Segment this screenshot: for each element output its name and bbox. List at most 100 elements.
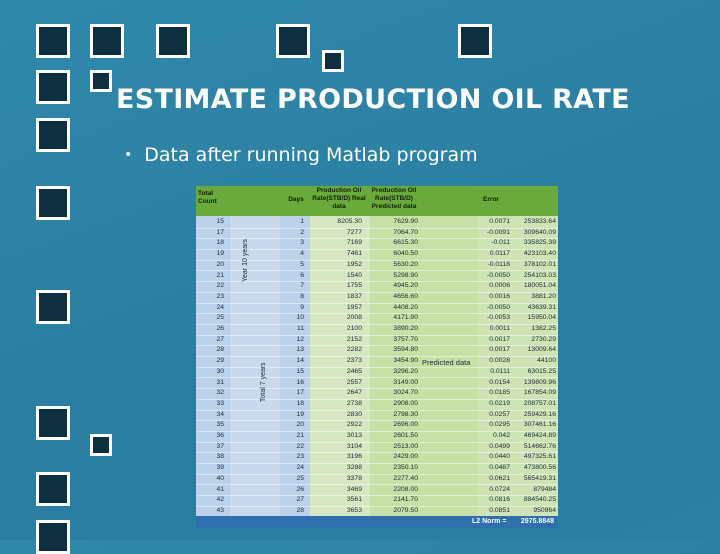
table-cell-real: 7461 bbox=[346, 250, 362, 258]
table-row: 25 10 2008 4171.90 -0.0053 15950.04 bbox=[196, 313, 558, 325]
table-cell-sq: 565419.31 bbox=[523, 474, 556, 482]
table-cell-pred: 2513.00 bbox=[393, 442, 418, 450]
table-cell-day: 5 bbox=[300, 260, 304, 268]
table-cell-day: 17 bbox=[296, 389, 304, 397]
table-cell-sq: 2730.29 bbox=[531, 335, 556, 343]
table-cell-day: 8 bbox=[300, 292, 304, 300]
decor-square bbox=[36, 520, 70, 554]
table-cell-day: 6 bbox=[300, 271, 304, 279]
table-header: Total Count Days Production Oil Rate(STB… bbox=[196, 186, 558, 216]
table-cell-err: 0.0440 bbox=[489, 453, 510, 461]
table-cell-err: 0.0185 bbox=[489, 389, 510, 397]
table-cell-count: 19 bbox=[216, 250, 224, 258]
table-cell-pred: 2277.40 bbox=[393, 474, 418, 482]
table-cell-real: 3653 bbox=[346, 506, 362, 514]
table-cell-real: 2152 bbox=[346, 335, 362, 343]
table-row: 39 24 3288 2350.10 0.0487 473800.56 bbox=[196, 463, 558, 475]
table-cell-real: 7169 bbox=[346, 239, 362, 247]
data-table-image: Total Count Days Production Oil Rate(STB… bbox=[196, 186, 558, 528]
decor-square bbox=[36, 186, 70, 220]
table-row: 33 18 2738 2908.00 0.0219 208757.01 bbox=[196, 399, 558, 411]
column-bg-days bbox=[280, 216, 310, 516]
table-cell-err: 0.0487 bbox=[489, 464, 510, 472]
table-cell-sq: 208757.01 bbox=[523, 399, 556, 407]
bullet-dot-icon: • bbox=[124, 147, 133, 163]
table-row: 18 3 7169 6615.30 -0.011 335825.39 bbox=[196, 238, 558, 251]
table-footer: L2 Norm = 2975.8848 bbox=[196, 516, 558, 528]
table-cell-pred: 3594.80 bbox=[393, 346, 418, 354]
table-cell-err: -0.011 bbox=[491, 239, 510, 247]
table-cell-day: 20 bbox=[296, 421, 304, 429]
table-cell-err: 0.0851 bbox=[489, 506, 510, 514]
table-cell-day: 7 bbox=[300, 282, 304, 290]
column-bg-group bbox=[230, 216, 280, 516]
table-cell-count: 40 bbox=[216, 474, 224, 482]
table-cell-pred: 3757.70 bbox=[393, 335, 418, 343]
table-row: 23 8 1837 4656.60 0.0016 3881.20 bbox=[196, 292, 558, 304]
table-cell-real: 2557 bbox=[346, 378, 362, 386]
table-cell-day: 11 bbox=[296, 325, 304, 332]
table-cell-real: 2922 bbox=[346, 421, 362, 429]
table-row: 19 4 7461 6040.50 0.0117 423103.40 bbox=[196, 249, 558, 261]
table-cell-pred: 3890.20 bbox=[393, 325, 418, 332]
table-cell-count: 27 bbox=[216, 335, 224, 343]
table-cell-pred: 2601.50 bbox=[393, 432, 418, 439]
table-cell-count: 17 bbox=[216, 228, 224, 236]
table-cell-count: 35 bbox=[216, 421, 224, 429]
table-cell-real: 8205.30 bbox=[337, 218, 362, 225]
table-row: 35 20 2922 2696.00 0.0295 307461.16 bbox=[196, 420, 558, 432]
decor-square bbox=[322, 50, 344, 72]
table-row: 22 7 1755 4945.20 0.0006 180051.04 bbox=[196, 281, 558, 293]
table-cell-day: 21 bbox=[296, 432, 304, 439]
table-cell-real: 7277 bbox=[346, 228, 362, 236]
table-cell-real: 1540 bbox=[346, 271, 362, 279]
bullet-text: Data after running Matlab program bbox=[144, 144, 478, 166]
table-cell-real: 2373 bbox=[346, 357, 362, 365]
table-cell-count: 37 bbox=[216, 442, 224, 450]
table-cell-err: 0.0816 bbox=[489, 496, 510, 504]
group-label-2: Total 7 years bbox=[260, 362, 267, 402]
table-row: 15 1 8205.30 7629.90 0.0071 253833.64 bbox=[196, 217, 558, 229]
table-cell-sq: 254103.03 bbox=[523, 271, 556, 279]
decor-square bbox=[36, 118, 70, 152]
decor-square bbox=[36, 70, 70, 104]
table-cell-err: 0.0117 bbox=[489, 250, 510, 258]
table-cell-sq: 15950.04 bbox=[527, 314, 556, 322]
table-cell-pred: 2079.50 bbox=[393, 506, 418, 514]
table-cell-count: 38 bbox=[216, 453, 224, 461]
bullet-item: • Data after running Matlab program bbox=[124, 144, 478, 166]
table-cell-real: 3378 bbox=[346, 474, 362, 482]
decor-square bbox=[36, 24, 70, 58]
table-cell-err: -0.0050 bbox=[486, 303, 510, 311]
table-cell-day: 3 bbox=[300, 239, 304, 247]
table-cell-count: 34 bbox=[216, 410, 224, 418]
table-cell-sq: 469424.89 bbox=[523, 432, 556, 439]
table-cell-pred: 3454.90 bbox=[393, 357, 418, 365]
table-cell-sq: 259429.16 bbox=[523, 410, 556, 418]
table-cell-err: 0.0006 bbox=[489, 282, 510, 290]
table-cell-err: 0.0071 bbox=[489, 218, 510, 225]
table-cell-count: 25 bbox=[216, 314, 224, 322]
table-cell-err: -0.0053 bbox=[486, 314, 510, 322]
decor-square bbox=[276, 24, 310, 58]
table-cell-count: 33 bbox=[216, 399, 224, 407]
table-cell-sq: 378102.01 bbox=[523, 260, 556, 268]
column-bg-pred bbox=[370, 216, 478, 516]
table-cell-sq: 1382.25 bbox=[531, 325, 556, 332]
table-row: 24 9 1957 4408.20 -0.0050 43639.31 bbox=[196, 303, 558, 315]
table-cell-real: 2647 bbox=[346, 389, 362, 397]
header-prod-real: Production Oil Rate(STB/D) Real data bbox=[312, 187, 366, 210]
table-row: 41 26 3469 2208.00 0.0724 879484 bbox=[196, 485, 558, 497]
table-row: 17 2 7277 7064.70 -0.0091 309640.09 bbox=[196, 228, 558, 240]
table-cell-count: 42 bbox=[216, 496, 224, 504]
table-cell-err: 0.0111 bbox=[490, 367, 510, 375]
table-cell-sq: 497325.61 bbox=[523, 453, 556, 461]
table-cell-count: 21 bbox=[216, 271, 224, 279]
table-cell-pred: 2798.30 bbox=[393, 410, 418, 418]
table-cell-day: 27 bbox=[296, 496, 304, 504]
table-row: 40 25 3378 2277.40 0.0621 565419.31 bbox=[196, 474, 558, 486]
table-cell-real: 3469 bbox=[346, 485, 362, 493]
table-cell-day: 23 bbox=[296, 453, 304, 461]
table-cell-pred: 3296.20 bbox=[393, 367, 418, 375]
table-cell-count: 32 bbox=[216, 389, 224, 397]
